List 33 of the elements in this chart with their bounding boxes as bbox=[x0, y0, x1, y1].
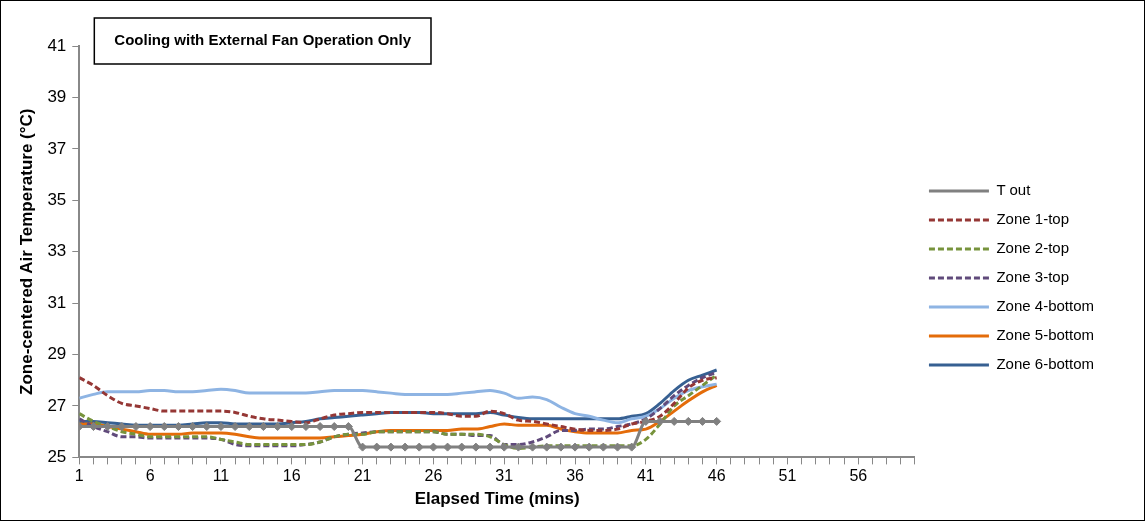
chart-title: Cooling with External Fan Operation Only bbox=[114, 31, 412, 49]
line-series bbox=[79, 382, 719, 425]
legend-label: Zone 3-top bbox=[996, 268, 1069, 286]
legend-label: T out bbox=[996, 181, 1032, 199]
y-tick-label: 37 bbox=[47, 138, 67, 158]
x-tick-label: 56 bbox=[849, 467, 868, 485]
legend-label: Zone 5-bottom bbox=[996, 326, 1095, 344]
x-tick-label: 31 bbox=[495, 467, 514, 485]
y-tick-label: 31 bbox=[47, 292, 67, 312]
y-tick-label: 27 bbox=[47, 395, 67, 415]
x-tick-label: 1 bbox=[74, 467, 84, 485]
y-tick-label: 35 bbox=[47, 189, 67, 209]
y-tick-label: 29 bbox=[47, 344, 67, 364]
x-tick-label: 36 bbox=[566, 467, 585, 485]
y-axis-title: Zone-centered Air Temperature (°C) bbox=[16, 108, 36, 395]
y-tick-label: 41 bbox=[47, 35, 67, 55]
legend-label: Zone 2-top bbox=[996, 239, 1069, 257]
legend-label: Zone 1-top bbox=[996, 210, 1069, 228]
x-tick-label: 46 bbox=[707, 467, 726, 485]
x-tick-label: 26 bbox=[424, 467, 443, 485]
x-tick-label: 51 bbox=[778, 467, 797, 485]
line-series bbox=[79, 376, 719, 432]
x-tick-label: 16 bbox=[282, 467, 301, 485]
y-tick-label: 33 bbox=[47, 241, 67, 261]
x-tick-label: 41 bbox=[636, 467, 655, 485]
x-tick-label: 21 bbox=[353, 467, 372, 485]
x-axis-title: Elapsed Time (mins) bbox=[414, 489, 580, 509]
legend-label: Zone 4-bottom bbox=[996, 297, 1095, 315]
y-tick-label: 39 bbox=[47, 87, 67, 107]
x-tick-label: 11 bbox=[212, 467, 230, 485]
y-tick-label: 25 bbox=[47, 447, 67, 467]
legend-label: Zone 6-bottom bbox=[996, 355, 1095, 373]
x-tick-label: 6 bbox=[145, 467, 155, 485]
